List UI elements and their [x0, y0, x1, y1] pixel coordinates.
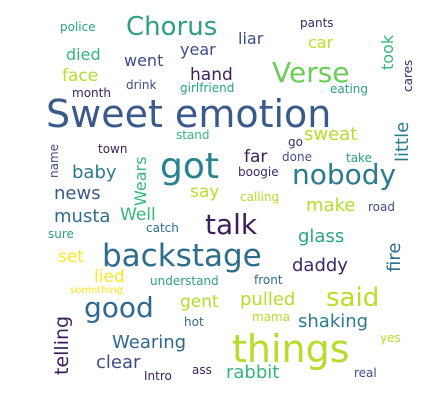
cloud-word-fire: fire — [384, 243, 405, 272]
cloud-word-hand: hand — [190, 65, 233, 85]
cloud-word-got: got — [160, 146, 219, 187]
cloud-word-shaking: shaking — [298, 311, 368, 332]
cloud-word-went: went — [124, 51, 163, 70]
cloud-word-car: car — [308, 33, 334, 52]
cloud-word-name: name — [47, 144, 61, 178]
cloud-word-real: real — [354, 366, 377, 380]
cloud-word-face: face — [62, 66, 98, 86]
cloud-word-eating: eating — [330, 82, 368, 96]
cloud-word-gent: gent — [180, 292, 219, 312]
cloud-word-telling: telling — [51, 316, 73, 375]
cloud-word-sweat: sweat — [304, 124, 357, 145]
cloud-word-news: news — [54, 183, 101, 204]
cloud-word-nobody: nobody — [292, 158, 396, 191]
cloud-word-things: things — [232, 327, 350, 371]
cloud-word-died: died — [66, 45, 101, 64]
cloud-word-lied: lied — [94, 267, 125, 287]
cloud-word-clear: clear — [96, 352, 141, 373]
cloud-word-rabbit: rabbit — [226, 362, 279, 383]
cloud-word-little: little — [392, 122, 413, 162]
cloud-word-done: done — [282, 150, 312, 164]
cloud-word-catch: catch — [146, 221, 179, 235]
cloud-word-year: year — [180, 40, 216, 59]
cloud-word-said: said — [326, 283, 379, 313]
cloud-word-drink: drink — [126, 78, 156, 92]
cloud-word-mama: mama — [252, 310, 290, 324]
cloud-word-set: set — [58, 247, 84, 267]
cloud-word-intro: Intro — [144, 369, 172, 383]
cloud-word-ass: ass — [192, 363, 212, 377]
cloud-word-understand: understand — [150, 274, 219, 288]
cloud-word-pants: pants — [300, 16, 334, 30]
cloud-word-talk: talk — [205, 208, 258, 241]
cloud-word-boogie: boogie — [238, 165, 279, 179]
cloud-word-month: month — [72, 86, 111, 100]
cloud-word-hot: hot — [184, 315, 204, 329]
cloud-word-go: go — [288, 135, 303, 149]
cloud-word-take: take — [346, 151, 372, 165]
cloud-word-cares: cares — [401, 60, 415, 92]
cloud-word-took: took — [378, 34, 397, 70]
cloud-word-front: front — [254, 273, 283, 287]
cloud-word-sweet-emotion: Sweet emotion — [46, 92, 331, 136]
cloud-word-backstage: backstage — [102, 238, 262, 274]
cloud-word-good: good — [84, 291, 154, 324]
cloud-word-liar: liar — [238, 29, 264, 48]
cloud-word-well: Well — [120, 205, 156, 225]
cloud-word-calling: calling — [240, 190, 279, 204]
cloud-word-yes: yes — [380, 331, 401, 345]
cloud-word-say: say — [190, 182, 219, 202]
cloud-word-wearing: Wearing — [112, 332, 186, 353]
cloud-word-police: police — [60, 20, 96, 34]
cloud-word-town: town — [98, 142, 127, 156]
cloud-word-baby: baby — [72, 162, 117, 183]
cloud-word-make: make — [306, 195, 355, 216]
cloud-word-girlfriend: girlfriend — [180, 81, 234, 95]
cloud-word-wears: Wears — [131, 157, 150, 206]
cloud-word-musta: musta — [54, 206, 110, 227]
cloud-word-sure: sure — [48, 227, 74, 241]
cloud-word-verse: Verse — [272, 56, 350, 89]
cloud-word-something: something — [70, 285, 123, 296]
cloud-word-road: road — [368, 200, 395, 214]
cloud-word-daddy: daddy — [292, 255, 348, 276]
cloud-word-stand: stand — [176, 128, 210, 142]
cloud-word-glass: glass — [298, 226, 344, 247]
cloud-word-far: far — [244, 147, 267, 167]
cloud-word-pulled: pulled — [240, 289, 295, 310]
cloud-word-chorus: Chorus — [126, 12, 217, 42]
